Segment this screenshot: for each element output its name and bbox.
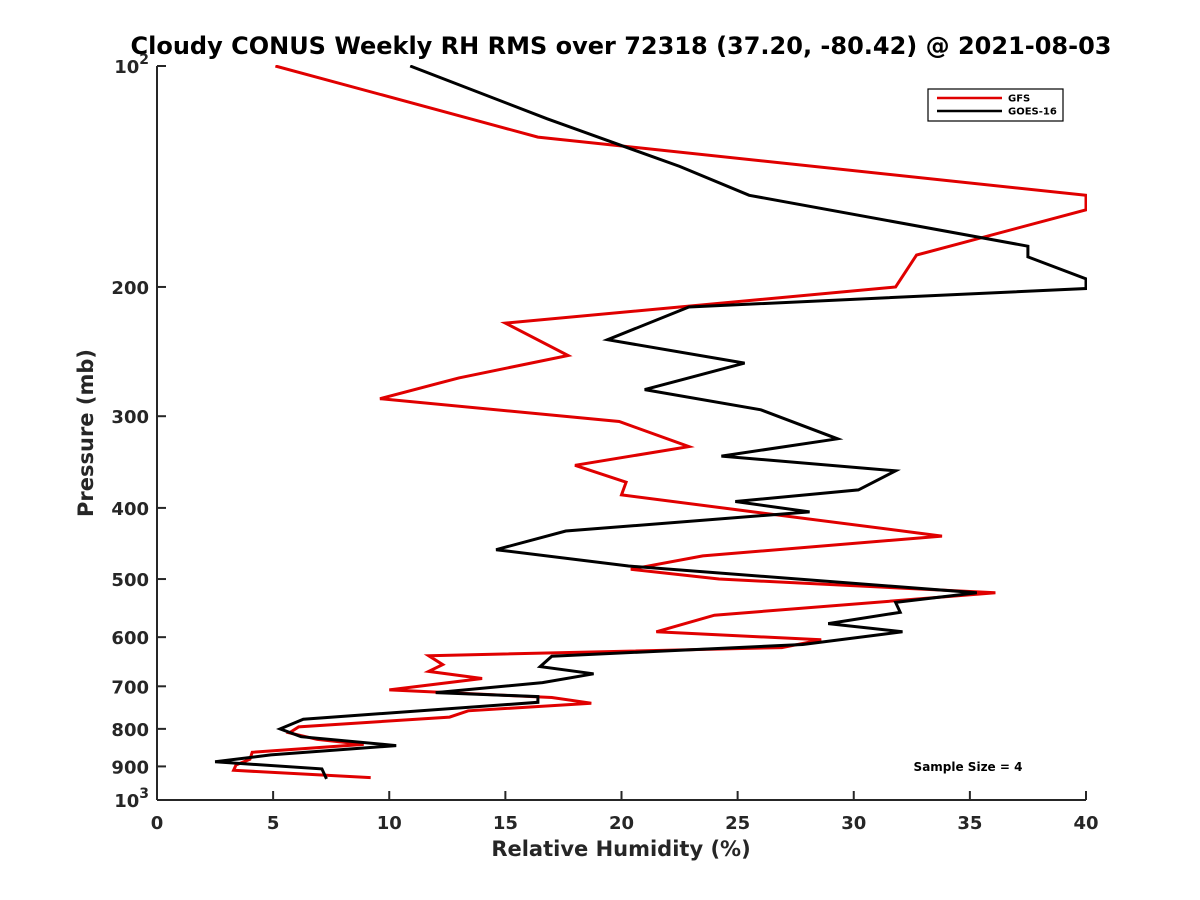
y-tick-label: 400: [111, 499, 149, 520]
x-tick-label: 15: [493, 813, 518, 834]
y-tick-label: 103: [114, 786, 149, 812]
y-tick-label: 200: [111, 278, 149, 299]
series-layer: [214, 65, 1087, 780]
y-tick-label: 102: [114, 52, 149, 78]
x-tick-label: 40: [1073, 813, 1098, 834]
x-tick-label: 30: [841, 813, 866, 834]
y-tick-label: 700: [111, 677, 149, 698]
x-tick-label: 5: [267, 813, 280, 834]
ticks-layer: 0 5 10 15 20 25 30 35 40 102 200 300 400 500 600 700 800…: [111, 52, 1098, 834]
x-tick-label: 25: [725, 813, 750, 834]
x-tick-label: 35: [957, 813, 982, 834]
y-tick-label: 600: [111, 628, 149, 649]
x-axis-label: Relative Humidity (%): [491, 837, 750, 861]
legend-label-goes16: GOES-16: [1008, 107, 1057, 118]
x-tick-label: 10: [377, 813, 402, 834]
x-tick-label: 0: [151, 813, 164, 834]
chart-title: Cloudy CONUS Weekly RH RMS over 72318 (3…: [131, 32, 1112, 60]
legend-label-gfs: GFS: [1008, 94, 1030, 105]
y-tick-label: 900: [111, 757, 149, 778]
plot-background: [157, 66, 1086, 800]
y-tick-label: 300: [111, 407, 149, 428]
y-tick-label: 800: [111, 720, 149, 741]
y-tick-label: 500: [111, 570, 149, 591]
sample-size-annotation: Sample Size = 4: [914, 760, 1023, 774]
legend-box: [927, 88, 1064, 122]
legend: GFS GOES-16: [927, 88, 1064, 122]
plot-area: [157, 66, 1086, 800]
y-axis-label: Pressure (mb): [74, 349, 98, 517]
x-tick-label: 20: [609, 813, 634, 834]
series-line-goes16: [214, 65, 1087, 780]
